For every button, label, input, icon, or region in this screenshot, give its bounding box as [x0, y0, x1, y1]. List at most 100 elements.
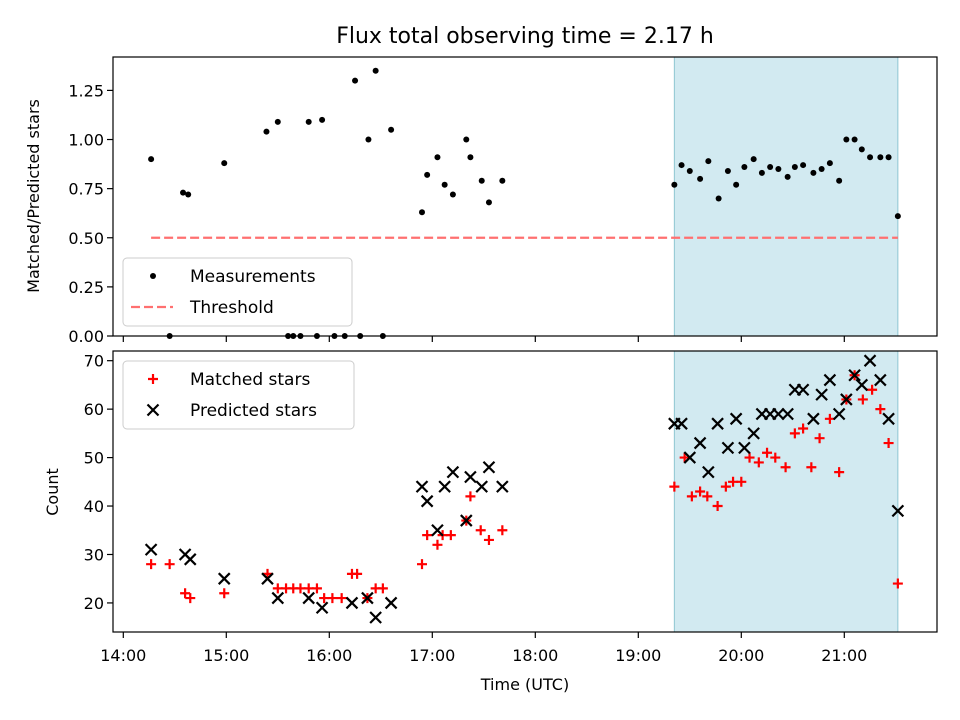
predicted-star-point [302, 591, 315, 605]
predicted-star-point [415, 480, 429, 493]
measurement-point [867, 154, 874, 161]
matched-star-point [867, 384, 878, 395]
legend-predicted-swatch [146, 403, 160, 417]
predicted-star-point [815, 388, 828, 401]
matched-star-point [712, 501, 723, 512]
predicted-star-point [464, 470, 477, 484]
measurement-point [319, 116, 326, 123]
y-tick-label: 1.25 [68, 81, 104, 100]
measurement-point [894, 213, 901, 220]
y-tick-label: 0.75 [68, 180, 104, 199]
x-tick-label: 14:00 [100, 646, 146, 665]
predicted-star-point [772, 407, 785, 421]
predicted-star-point [261, 572, 274, 585]
predicted-star-point [891, 504, 905, 518]
matched-star-point [422, 530, 433, 541]
predicted-star-point [217, 572, 231, 585]
x-tick-label: 16:00 [306, 646, 352, 665]
y-axis-label-ratio: Matched/Predicted stars [24, 99, 43, 293]
predicted-star-point [315, 601, 329, 615]
matched-star-point [219, 588, 230, 599]
matched-star-point [686, 491, 697, 502]
measurement-point [424, 171, 431, 178]
measurement-point [671, 181, 678, 188]
measurement-point [180, 189, 187, 196]
measurement-point [419, 209, 425, 216]
predicted-star-point [345, 596, 359, 610]
measurement-point [758, 169, 765, 176]
measurement-point [818, 165, 825, 172]
measurement-point [499, 177, 506, 184]
x-axis-label: Time (UTC) [480, 675, 569, 694]
axes-frame [112, 350, 938, 633]
y-tick-label: 0.25 [68, 278, 104, 297]
matched-star-point [465, 491, 476, 502]
measurement-point [305, 118, 312, 125]
predicted-star-point [729, 412, 743, 426]
predicted-star-point [721, 441, 735, 455]
measurement-point [449, 191, 456, 198]
measurement-point [678, 162, 685, 169]
measurement-point [851, 136, 858, 143]
predicted-star-point [781, 407, 794, 421]
matched-star-point [753, 457, 764, 468]
matched-star-point [695, 486, 706, 497]
matched-star-point [180, 588, 191, 599]
predicted-star-point [431, 523, 444, 537]
predicted-star-point [711, 417, 724, 430]
observing-window-shade [673, 56, 899, 337]
predicted-star-point [144, 543, 158, 556]
predicted-star-point [738, 441, 751, 455]
measurement-point [767, 164, 774, 171]
matched-star-point [352, 568, 363, 579]
matched-star-point [327, 593, 338, 604]
measurement-point [697, 175, 704, 182]
y-tick-label: 60 [84, 400, 104, 419]
matched-star-point [669, 481, 680, 492]
measurement-point [750, 156, 757, 163]
x-tick-label: 19:00 [615, 646, 661, 665]
count-panel: 20 30 40 50 60 70 14:00 15:00 16:00 17:00 18:00 19:… [84, 350, 938, 665]
matched-star-point [336, 593, 347, 604]
y-tick-label: 1.00 [68, 131, 104, 150]
legend-measurement-swatch [150, 273, 156, 279]
measurement-point [775, 165, 782, 172]
predicted-star-point [796, 383, 810, 397]
matched-star-point [736, 476, 747, 487]
predicted-star-point [840, 393, 853, 406]
predicted-star-point [369, 611, 382, 624]
measurement-point [463, 136, 470, 143]
y-tick-label: 40 [84, 497, 104, 516]
measurement-point [485, 199, 492, 206]
predicted-star-point [693, 436, 707, 450]
predicted-star-point [747, 427, 760, 440]
predicted-star-point [384, 596, 398, 610]
matched-star-point [892, 578, 903, 589]
matched-star-point [377, 583, 388, 594]
predicted-star-point [863, 354, 877, 367]
measurement-point [434, 154, 441, 161]
matched-star-point [445, 530, 456, 541]
matched-star-point [875, 404, 886, 415]
y-tick-label: 20 [84, 594, 104, 613]
measurement-point [858, 146, 865, 153]
predicted-star-point [361, 591, 374, 605]
x-tick-label: 20:00 [718, 646, 764, 665]
measurement-point [441, 181, 448, 188]
x-tick-label: 21:00 [821, 646, 867, 665]
measurement-point [791, 164, 798, 171]
y-tick-label: 30 [84, 545, 104, 564]
measurement-point [705, 158, 712, 165]
predicted-star-point [832, 407, 846, 421]
y-tick-label: 50 [84, 449, 104, 468]
predicted-star-point [271, 591, 285, 605]
y-axis-label-count: Count [43, 468, 62, 516]
legend-box [122, 257, 353, 327]
measurement-point [885, 154, 892, 161]
legend: Measurements Threshold [122, 257, 353, 327]
predicted-star-point [807, 412, 820, 426]
measurement-point [221, 160, 228, 167]
matched-star-point [814, 433, 825, 444]
matched-star-point [789, 428, 800, 439]
